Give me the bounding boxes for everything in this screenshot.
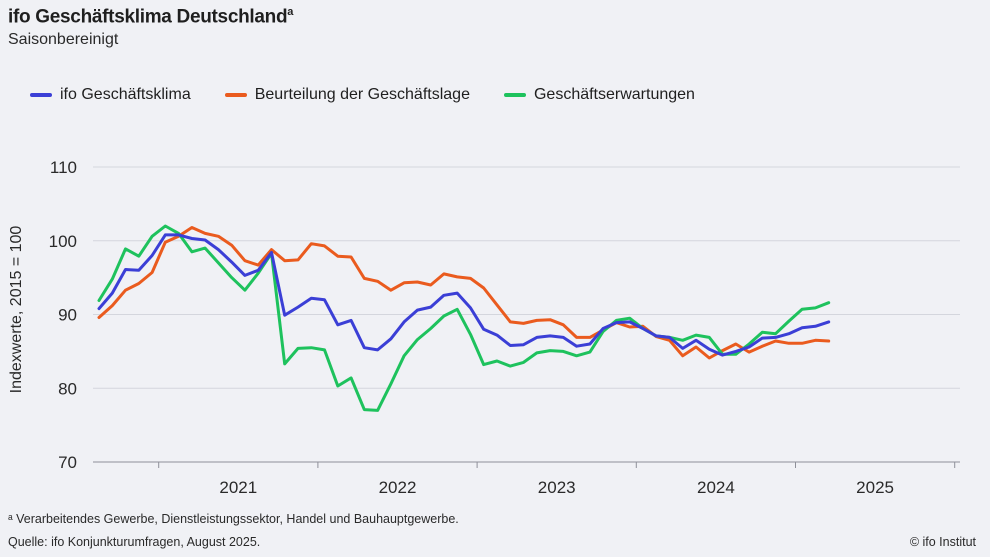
source-note: Quelle: ifo Konjunkturumfragen, August 2… bbox=[8, 535, 261, 549]
chart-title: ifo Geschäftsklima Deutschlanda bbox=[8, 6, 294, 28]
title-footnote-marker: a bbox=[287, 6, 294, 18]
footnote: ᵃ Verarbeitendes Gewerbe, Dienstleistung… bbox=[8, 512, 459, 526]
legend-item-erwartungen: Geschäftserwartungen bbox=[503, 86, 695, 104]
legend-swatch-erwartungen bbox=[503, 93, 526, 97]
series-line-1 bbox=[97, 226, 831, 360]
legend-swatch-klima bbox=[30, 93, 52, 97]
chart-subtitle: Saisonbereinigt bbox=[8, 31, 119, 49]
y-tick-label-70: 70 bbox=[58, 453, 77, 472]
y-tick-label-110: 110 bbox=[50, 158, 77, 177]
x-tick-label-2023: 2023 bbox=[538, 478, 576, 497]
series-line-0 bbox=[97, 233, 831, 357]
x-tick-label-2025: 2025 bbox=[856, 478, 894, 497]
legend-swatch-lage bbox=[224, 93, 247, 97]
legend-item-klima: ifo Geschäftsklima bbox=[30, 86, 191, 104]
y-tick-label-100: 100 bbox=[49, 232, 77, 251]
y-axis-label: Indexwerte, 2015 = 100 bbox=[8, 226, 25, 394]
legend-label-lage: Beurteilung der Geschäftslage bbox=[254, 86, 470, 103]
copyright-credit: © ifo Institut bbox=[909, 535, 976, 549]
y-tick-label-90: 90 bbox=[58, 306, 77, 325]
x-tick-label-2022: 2022 bbox=[379, 478, 417, 497]
x-tick-label-2024: 2024 bbox=[697, 478, 735, 497]
x-tick-label-2021: 2021 bbox=[219, 478, 257, 497]
chart-legend: ifo Geschäftsklima Beurteilung der Gesch… bbox=[30, 86, 695, 104]
legend-item-lage: Beurteilung der Geschäftslage bbox=[224, 86, 470, 104]
y-tick-label-80: 80 bbox=[58, 379, 77, 398]
legend-label-klima: ifo Geschäftsklima bbox=[60, 86, 191, 103]
series-line-2 bbox=[97, 224, 831, 412]
line-chart: 70 80 90 100 110 2021 2022 2023 2024 2025 Indexwer… bbox=[8, 158, 960, 497]
legend-label-erwartungen: Geschäftserwartungen bbox=[533, 86, 695, 103]
